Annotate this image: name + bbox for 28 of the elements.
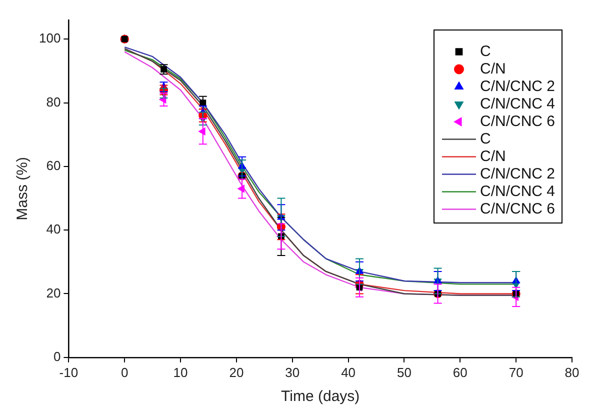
legend-label: C [480, 42, 491, 60]
legend-label: C/N [480, 60, 506, 78]
x-tick-label: 60 [452, 364, 468, 380]
x-tick-label: 40 [341, 364, 356, 380]
x-tick-label: 70 [508, 364, 524, 380]
y-axis-title: Mass (%) [14, 157, 32, 220]
x-tick-label: 0 [120, 364, 128, 380]
legend-label: C/N/CNC 4 [480, 95, 556, 112]
y-tick-label: 40 [46, 222, 61, 237]
legend-label: C/N/CNC 6 [480, 112, 556, 130]
x-axis-title: Time (days) [281, 388, 360, 406]
y-tick-label: 20 [46, 285, 61, 300]
y-tick-label: 100 [38, 30, 61, 46]
x-tick-label: 50 [396, 364, 412, 380]
y-tick-label: 0 [53, 348, 61, 364]
legend-label: C/N/CNC 6 [480, 200, 556, 218]
legend-label: C/N/CNC 2 [480, 78, 556, 95]
x-tick-label: 10 [173, 364, 188, 380]
y-tick-label: 60 [46, 158, 61, 173]
legend-label: C/N [480, 148, 506, 165]
x-tick-label: 20 [229, 364, 244, 380]
legend-label: C/N/CNC 2 [480, 165, 556, 182]
y-tick-label: 80 [46, 94, 61, 110]
x-tick-label: 80 [564, 364, 580, 380]
legend-label: C [480, 130, 491, 148]
x-tick-label: 30 [285, 364, 300, 380]
x-tick-label: -10 [59, 364, 78, 380]
legend-label: C/N/CNC 4 [480, 182, 556, 200]
